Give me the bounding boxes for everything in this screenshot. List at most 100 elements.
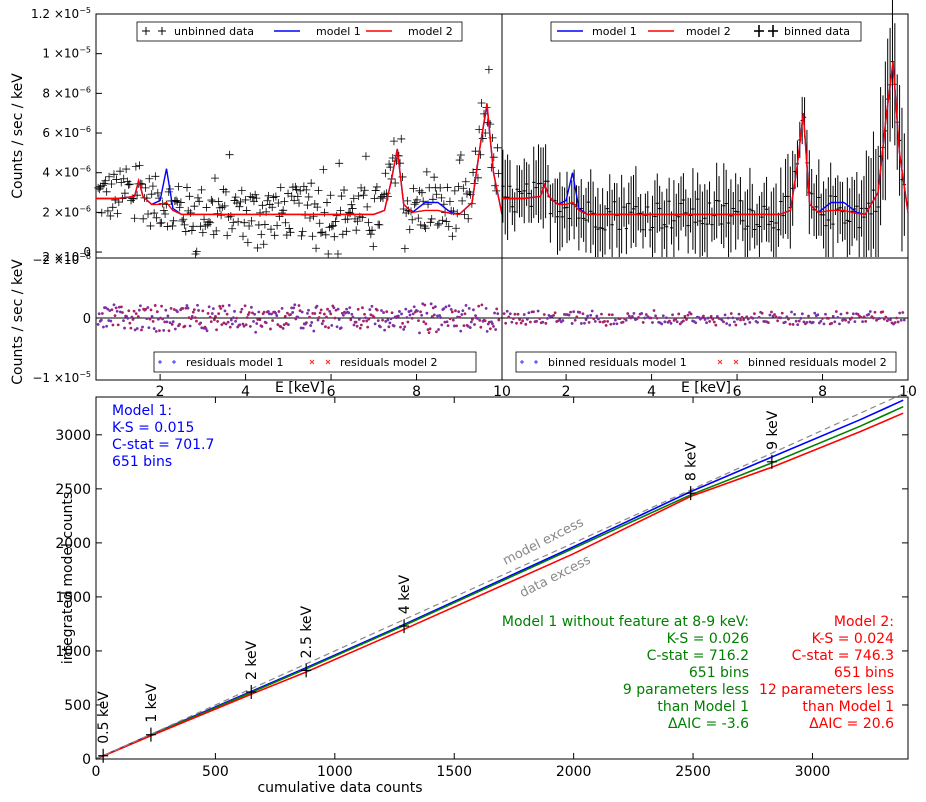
residual-point-binned (895, 316, 898, 320)
residual-point-binned (811, 320, 815, 324)
residual-point-binned (851, 312, 855, 316)
residual-point-binned (742, 318, 746, 322)
residual-point-unbinned (458, 315, 462, 319)
residual-point-unbinned (223, 309, 227, 313)
residual-point-binned (668, 319, 671, 323)
residual-point-unbinned (276, 323, 280, 326)
binned-data-point (717, 176, 721, 226)
binned-data-point (577, 185, 581, 251)
residual-point-unbinned (362, 319, 365, 323)
binned-data-point (726, 188, 731, 258)
unbinned-data-point (293, 192, 302, 201)
residual-point-unbinned (356, 307, 360, 311)
binned-data-point (710, 207, 714, 242)
unbinned-data-point (198, 228, 207, 237)
unbinned-data-point (391, 178, 400, 187)
unbinned-data-point (331, 217, 340, 226)
binned-data-point (857, 193, 861, 258)
unbinned-data-point (381, 169, 390, 178)
unbinned-data-point (371, 186, 380, 195)
binned-data-point (700, 191, 705, 256)
unbinned-model-2-line (96, 103, 503, 216)
residual-point-unbinned (141, 325, 144, 329)
binned-data-point (843, 206, 847, 240)
cumulative-ytick-label: 2500 (55, 482, 91, 498)
resid-ytick-zero: 0 (83, 312, 91, 327)
unbinned-data-point (247, 216, 256, 225)
model1-cstat: C-stat = 701.7 (112, 437, 214, 453)
residual-point-unbinned (99, 318, 103, 322)
energy-marker-label: 4 keV (397, 575, 413, 615)
residual-point-binned (512, 317, 515, 321)
residual-point-binned (872, 316, 875, 320)
residual-point-binned (596, 317, 600, 321)
residual-point-unbinned (478, 319, 482, 322)
unbinned-data-points (94, 65, 503, 259)
residual-point-unbinned (369, 313, 373, 317)
residual-point-unbinned (163, 320, 167, 324)
binned-data-point (517, 165, 522, 218)
residual-point-unbinned (258, 318, 262, 322)
residual-point-binned (542, 313, 546, 316)
binned-data-point (738, 176, 743, 225)
legend-model2-label: model 2 (408, 25, 453, 38)
residual-point-unbinned (131, 318, 135, 321)
binned-data-point (653, 180, 657, 253)
residual-point-binned (583, 321, 586, 325)
residual-point-unbinned (235, 316, 239, 320)
unbinned-data-point (189, 222, 198, 231)
residual-point-binned (579, 322, 583, 325)
residual-point-binned (734, 323, 738, 327)
cumulative-xtick-label: 500 (202, 764, 229, 780)
residual-point-binned (862, 315, 866, 319)
unbinned-data-point (486, 120, 495, 129)
residual-point-binned (722, 320, 725, 324)
residual-point-binned (791, 323, 795, 326)
legend-resid2-marker (309, 359, 331, 365)
unbinned-data-point (221, 187, 230, 196)
resid-ytick-bottom: −1 ×10−5 (32, 370, 91, 385)
unbinned-data-point (329, 221, 338, 230)
residual-point-binned (592, 317, 596, 321)
residual-point-unbinned (351, 315, 355, 319)
energy-xtick-label: 4 (241, 384, 250, 400)
residual-point-unbinned (344, 311, 347, 315)
residual-point-binned (729, 312, 733, 315)
residual-point-binned (882, 317, 886, 321)
residual-point-unbinned (404, 307, 408, 311)
residual-point-binned (708, 320, 712, 323)
unbinned-data-point (148, 182, 157, 191)
binned-data-point (667, 177, 671, 225)
energy-xtick-label: 6 (733, 384, 742, 400)
binned-data-point (848, 188, 852, 255)
unbinned-data-point (101, 176, 110, 185)
unbinned-data-point (130, 214, 139, 223)
unbinned-data-point (245, 221, 254, 230)
unbinned-data-point (464, 214, 473, 223)
residual-point-unbinned (361, 306, 364, 310)
binned-data-point (743, 191, 747, 258)
unbinned-data-point (241, 195, 250, 204)
residual-point-binned (864, 320, 868, 323)
binned-data-point (869, 157, 873, 258)
unbinned-data-point (321, 230, 330, 239)
binned-data-point (776, 212, 781, 247)
residual-point-unbinned (443, 320, 447, 324)
residual-point-unbinned (170, 322, 174, 326)
unbinned-data-point (150, 209, 159, 218)
residual-point-unbinned (248, 325, 252, 328)
residual-point-binned (561, 319, 565, 322)
unbinned-data-point (156, 219, 165, 228)
residual-point-binned (753, 312, 756, 316)
unbinned-data-point (309, 212, 318, 221)
residual-point-unbinned (114, 306, 118, 310)
residual-point-unbinned (462, 324, 466, 327)
residual-point-binned (552, 313, 555, 317)
unbinned-data-point (363, 202, 372, 211)
residual-point-binned (844, 318, 848, 322)
residual-point-unbinned (457, 310, 461, 314)
energy-xtick-label: 8 (412, 384, 421, 400)
unbinned-data-point (326, 191, 335, 200)
residual-point-unbinned (305, 321, 308, 325)
